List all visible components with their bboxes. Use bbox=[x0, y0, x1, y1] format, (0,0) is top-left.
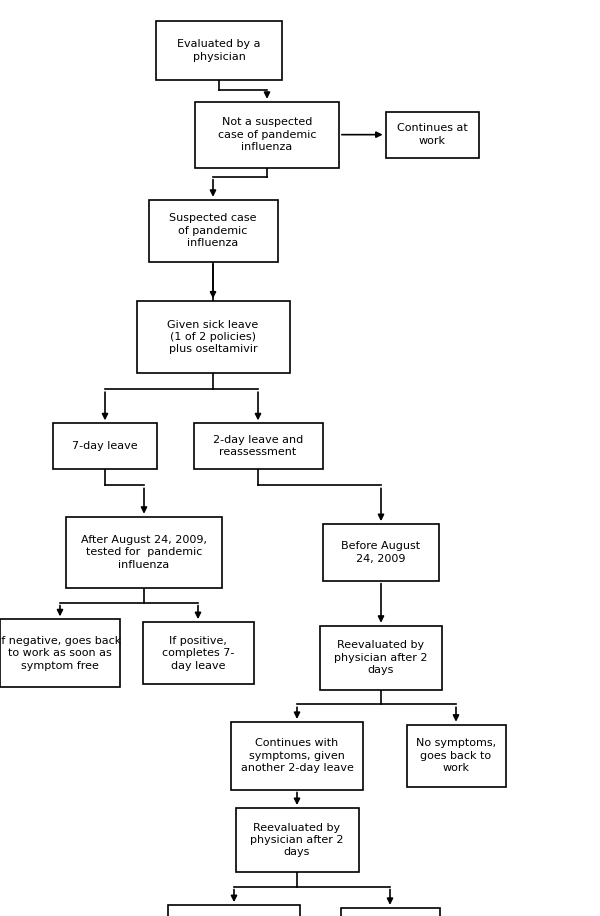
FancyBboxPatch shape bbox=[231, 722, 363, 790]
Text: Reevaluated by
physician after 2
days: Reevaluated by physician after 2 days bbox=[250, 823, 344, 857]
FancyBboxPatch shape bbox=[193, 423, 323, 469]
FancyBboxPatch shape bbox=[195, 102, 339, 168]
Text: Suspected case
of pandemic
influenza: Suspected case of pandemic influenza bbox=[169, 213, 257, 248]
Text: Reevaluated by
physician after 2
days: Reevaluated by physician after 2 days bbox=[334, 640, 428, 675]
FancyBboxPatch shape bbox=[407, 725, 505, 787]
FancyBboxPatch shape bbox=[235, 808, 359, 872]
Text: Evaluated by a
physician: Evaluated by a physician bbox=[177, 39, 261, 61]
FancyBboxPatch shape bbox=[323, 524, 439, 581]
Text: Continues with
symptoms, given
another 2-day leave: Continues with symptoms, given another 2… bbox=[241, 738, 353, 773]
Text: Before August
24, 2009: Before August 24, 2009 bbox=[341, 541, 421, 563]
Text: Continues at
work: Continues at work bbox=[397, 124, 467, 146]
FancyBboxPatch shape bbox=[137, 301, 290, 373]
FancyBboxPatch shape bbox=[341, 908, 439, 916]
FancyBboxPatch shape bbox=[320, 626, 442, 690]
FancyBboxPatch shape bbox=[149, 200, 277, 262]
FancyBboxPatch shape bbox=[53, 423, 157, 469]
Text: 7-day leave: 7-day leave bbox=[72, 442, 138, 451]
Text: After August 24, 2009,
tested for  pandemic
influenza: After August 24, 2009, tested for pandem… bbox=[81, 535, 207, 570]
FancyBboxPatch shape bbox=[168, 905, 300, 916]
Text: If positive,
completes 7-
day leave: If positive, completes 7- day leave bbox=[162, 636, 234, 671]
Text: Not a suspected
case of pandemic
influenza: Not a suspected case of pandemic influen… bbox=[218, 117, 316, 152]
FancyBboxPatch shape bbox=[0, 619, 120, 687]
Text: Given sick leave
(1 of 2 policies)
plus oseltamivir: Given sick leave (1 of 2 policies) plus … bbox=[167, 320, 259, 354]
Text: No symptoms,
goes back to
work: No symptoms, goes back to work bbox=[416, 738, 496, 773]
Text: If negative, goes back
to work as soon as
symptom free: If negative, goes back to work as soon a… bbox=[0, 636, 122, 671]
FancyBboxPatch shape bbox=[156, 21, 282, 81]
Text: 2-day leave and
reassessment: 2-day leave and reassessment bbox=[213, 435, 303, 457]
FancyBboxPatch shape bbox=[143, 622, 254, 684]
FancyBboxPatch shape bbox=[66, 517, 222, 588]
FancyBboxPatch shape bbox=[386, 112, 479, 158]
